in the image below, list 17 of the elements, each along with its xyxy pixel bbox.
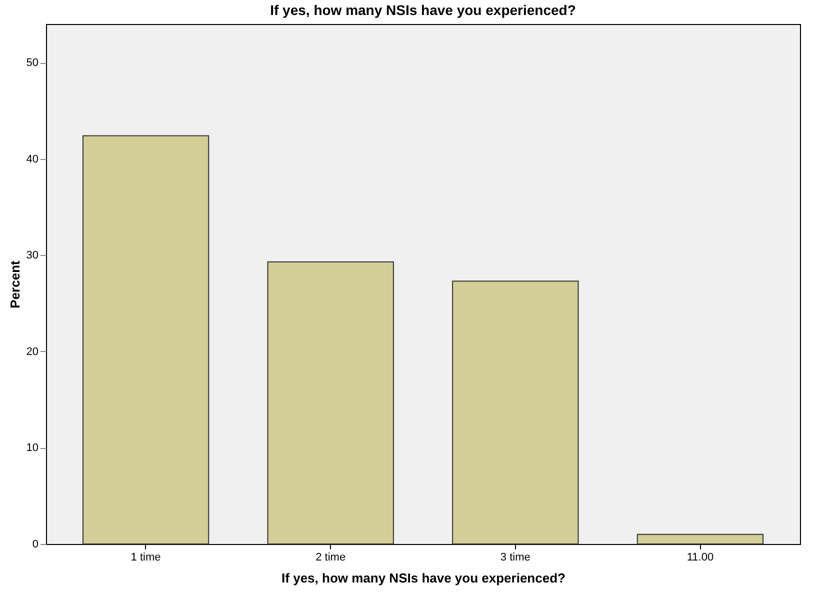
y-tick-label: 0 [32, 538, 38, 550]
chart-title: If yes, how many NSIs have you experienced? [270, 2, 576, 18]
y-tick-label: 10 [26, 442, 38, 454]
x-tick-label: 11.00 [686, 552, 714, 564]
x-tick-label: 2 time [316, 552, 346, 564]
bar [636, 534, 764, 544]
y-axis-title: Percent [7, 260, 22, 308]
y-tick-label: 30 [26, 250, 38, 262]
bar [82, 135, 210, 544]
y-tick-label: 20 [26, 346, 38, 358]
x-axis-title: If yes, how many NSIs have you experienced? [282, 570, 566, 586]
y-tick-label: 40 [26, 153, 38, 166]
bar [267, 261, 394, 544]
x-tick-label: 1 time [130, 552, 161, 564]
x-tick-label: 3 time [500, 552, 530, 564]
bar [452, 280, 579, 544]
y-tick-label: 50 [26, 57, 38, 70]
